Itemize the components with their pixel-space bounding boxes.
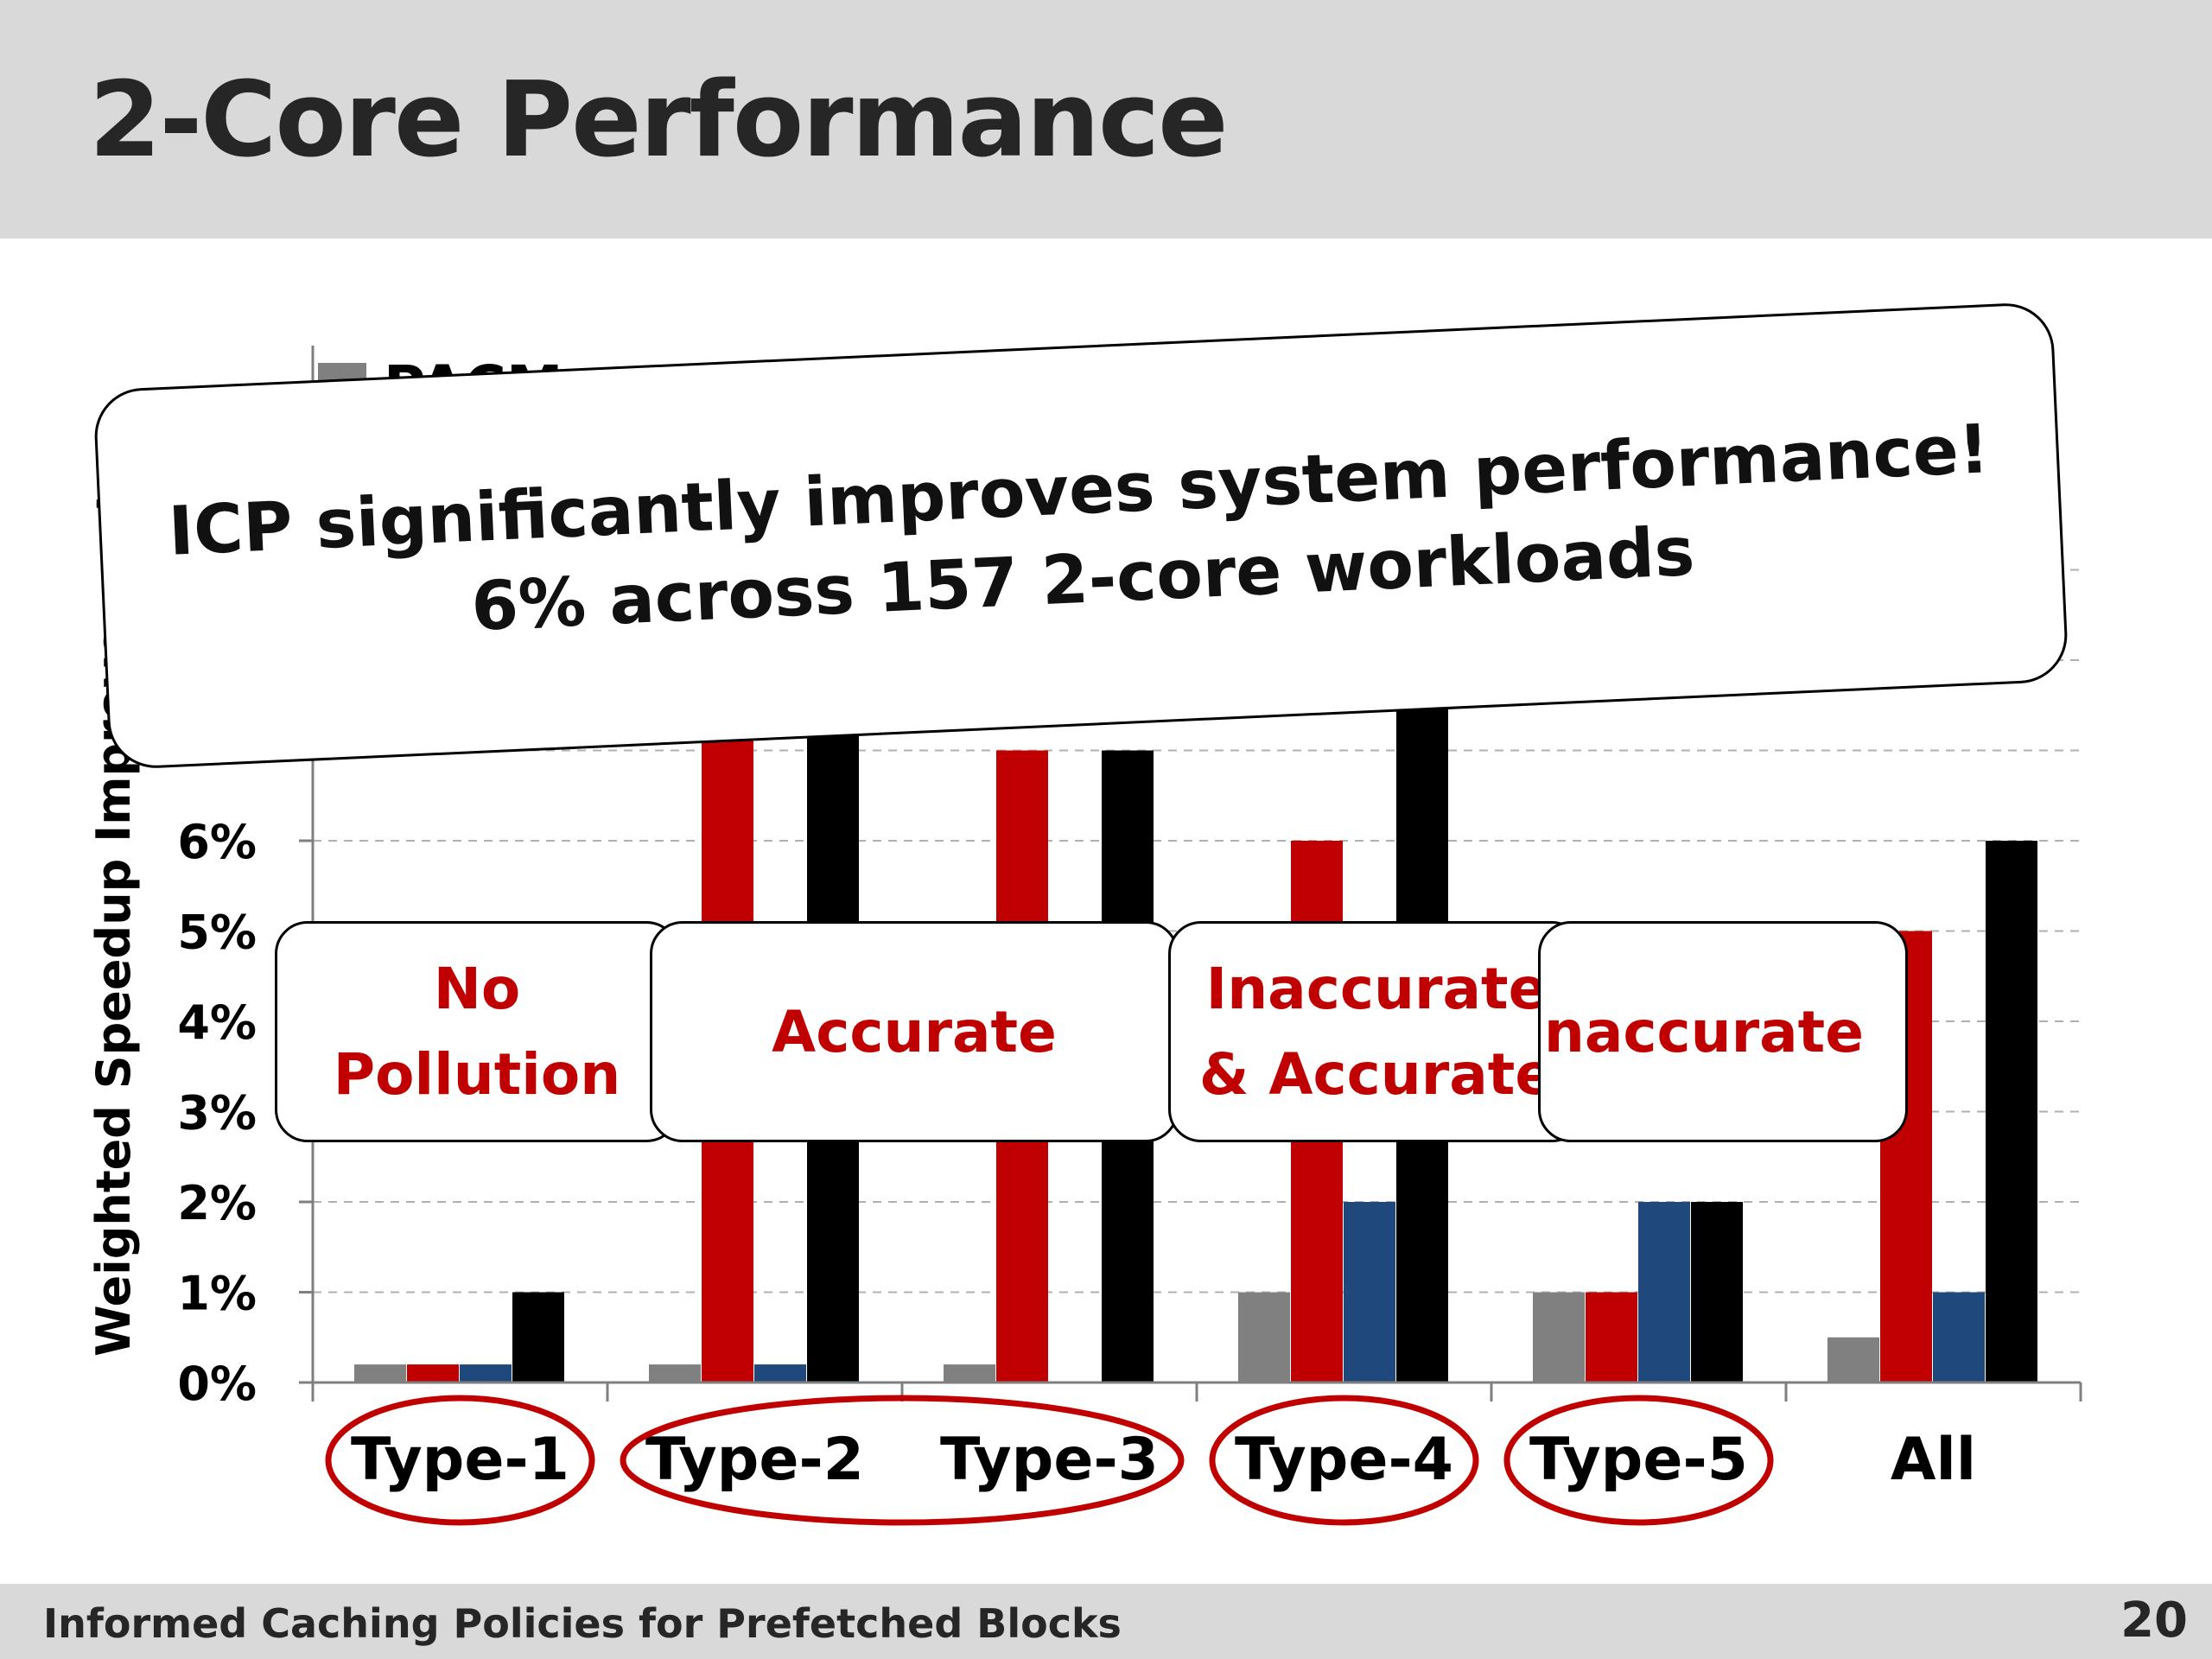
bar-type-5-s2 [1638, 1202, 1690, 1382]
bar-type-5-s0 [1533, 1292, 1585, 1382]
y-tick-label: 5% [177, 906, 257, 960]
bar-type-4-s0 [1238, 1292, 1290, 1382]
footer-bar [0, 1584, 2212, 1659]
callout-no-pollution: No Pollution [275, 921, 679, 1142]
bar-type-1-s0 [354, 1364, 406, 1382]
bar-type-1-s3 [512, 1292, 564, 1382]
callout-inaccurate-accurate: Inaccurate & Accurate [1168, 921, 1585, 1142]
bar-type-1-s1 [407, 1364, 459, 1382]
y-tick-label: 3% [177, 1086, 257, 1141]
bar-all-s0 [1827, 1337, 1879, 1382]
callout-accurate: Accurate [650, 921, 1179, 1142]
callout-accurate-line-1: Accurate [772, 998, 1057, 1065]
x-tick-label-type-3: Type-3 [940, 1426, 1159, 1494]
bar-type-4-s2 [1344, 1202, 1395, 1382]
highlight-ellipse-0 [325, 1395, 595, 1526]
slide-title: 2-Core Performance [89, 60, 1228, 181]
x-tick-label-type-4: Type-4 [1235, 1426, 1453, 1494]
callout-no-pollution-line-2: Pollution [333, 1041, 621, 1108]
callout-no-pollution-line-1: No [433, 956, 521, 1022]
bar-type-2-s2 [754, 1364, 806, 1382]
y-tick-label: 0% [177, 1357, 257, 1411]
page-number: 20 [2120, 1592, 2188, 1649]
bar-type-1-s2 [460, 1364, 512, 1382]
bar-all-s2 [1933, 1292, 1985, 1382]
callout-inaccurate-accurate-line-2: & Accurate [1198, 1041, 1554, 1108]
highlight-ellipse-3 [1503, 1395, 1774, 1526]
y-tick-label: 2% [177, 1176, 257, 1230]
x-tick-label-type-1: Type-1 [351, 1426, 569, 1494]
y-tick-label: 6% [177, 815, 257, 869]
footer-text: Informed Caching Policies for Prefetched… [43, 1600, 1122, 1647]
bar-all-s3 [1986, 841, 2037, 1382]
chart-x-tick-labels: Type-1 Type-2 Type-3 Type-4 Type-5 All [351, 1426, 1976, 1494]
bar-type-2-s0 [649, 1364, 701, 1382]
highlight-ellipse-1 [620, 1395, 1185, 1526]
chart-highlight-ellipses [325, 1395, 1774, 1526]
highlight-ellipse-2 [1209, 1395, 1479, 1526]
callout-inaccurate-accurate-line-1: Inaccurate [1205, 956, 1548, 1022]
bar-type-5-s3 [1691, 1202, 1743, 1382]
chart-y-tick-labels: 0% 1% 2% 3% 4% 5% 6% [177, 815, 257, 1411]
x-tick-label-type-2: Type-2 [645, 1426, 864, 1494]
x-tick-label-type-5: Type-5 [1529, 1426, 1748, 1494]
callout-inaccurate: Inaccurate [1538, 921, 1908, 1142]
title-bar: 2-Core Performance [0, 0, 2212, 238]
x-tick-label-all: All [1891, 1426, 1976, 1494]
bar-type-3-s0 [944, 1364, 995, 1382]
y-tick-label: 1% [177, 1267, 257, 1321]
callout-inaccurate-line-1: Inaccurate [1538, 998, 1864, 1065]
y-tick-label: 4% [177, 995, 257, 1050]
bar-type-5-s1 [1586, 1292, 1637, 1382]
